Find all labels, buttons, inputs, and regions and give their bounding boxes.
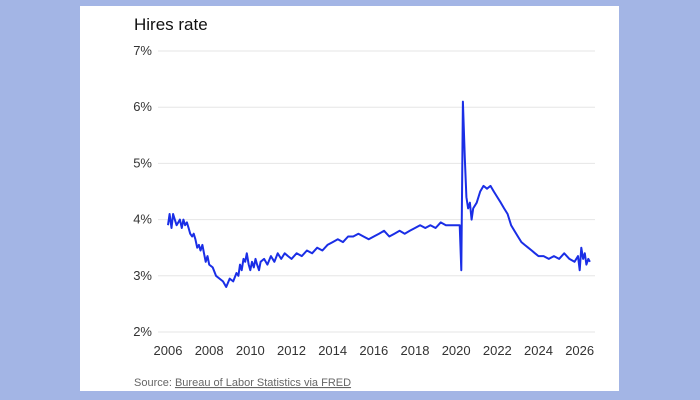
- x-tick-label: 2012: [277, 343, 306, 358]
- x-tick-label: 2022: [483, 343, 512, 358]
- x-tick-label: 2020: [442, 343, 471, 358]
- x-axis-ticks: 2006 2008 2010 2012 2014 2016 2018 2020 2022 2024…: [154, 343, 595, 358]
- x-tick-label: 2006: [154, 343, 183, 358]
- series-line: [167, 100, 591, 288]
- y-axis-ticks: 2% 3% 4% 5% 6% 7%: [133, 43, 152, 339]
- y-tick-label: 2%: [133, 324, 152, 339]
- x-tick-label: 2014: [318, 343, 347, 358]
- x-tick-label: 2010: [236, 343, 265, 358]
- y-tick-label: 7%: [133, 43, 152, 58]
- y-tick-label: 5%: [133, 155, 152, 170]
- source-note: Source: Bureau of Labor Statistics via F…: [134, 377, 351, 389]
- y-tick-label: 6%: [133, 99, 152, 114]
- line-chart: Hires rate 2% 3% 4% 5% 6% 7% 2006 2008 2010 2012…: [133, 15, 595, 389]
- y-tick-label: 4%: [133, 212, 152, 227]
- grid-lines: [158, 50, 595, 333]
- x-tick-label: 2026: [565, 343, 594, 358]
- chart-card: Hires rate 2% 3% 4% 5% 6% 7% 2006 2008 2010 2012…: [80, 6, 619, 391]
- source-link[interactable]: Bureau of Labor Statistics via FRED: [175, 377, 351, 389]
- x-tick-label: 2018: [401, 343, 430, 358]
- x-tick-label: 2016: [359, 343, 388, 358]
- x-tick-label: 2008: [195, 343, 224, 358]
- x-tick-label: 2024: [524, 343, 553, 358]
- chart-title: Hires rate: [134, 15, 208, 34]
- y-tick-label: 3%: [133, 268, 152, 283]
